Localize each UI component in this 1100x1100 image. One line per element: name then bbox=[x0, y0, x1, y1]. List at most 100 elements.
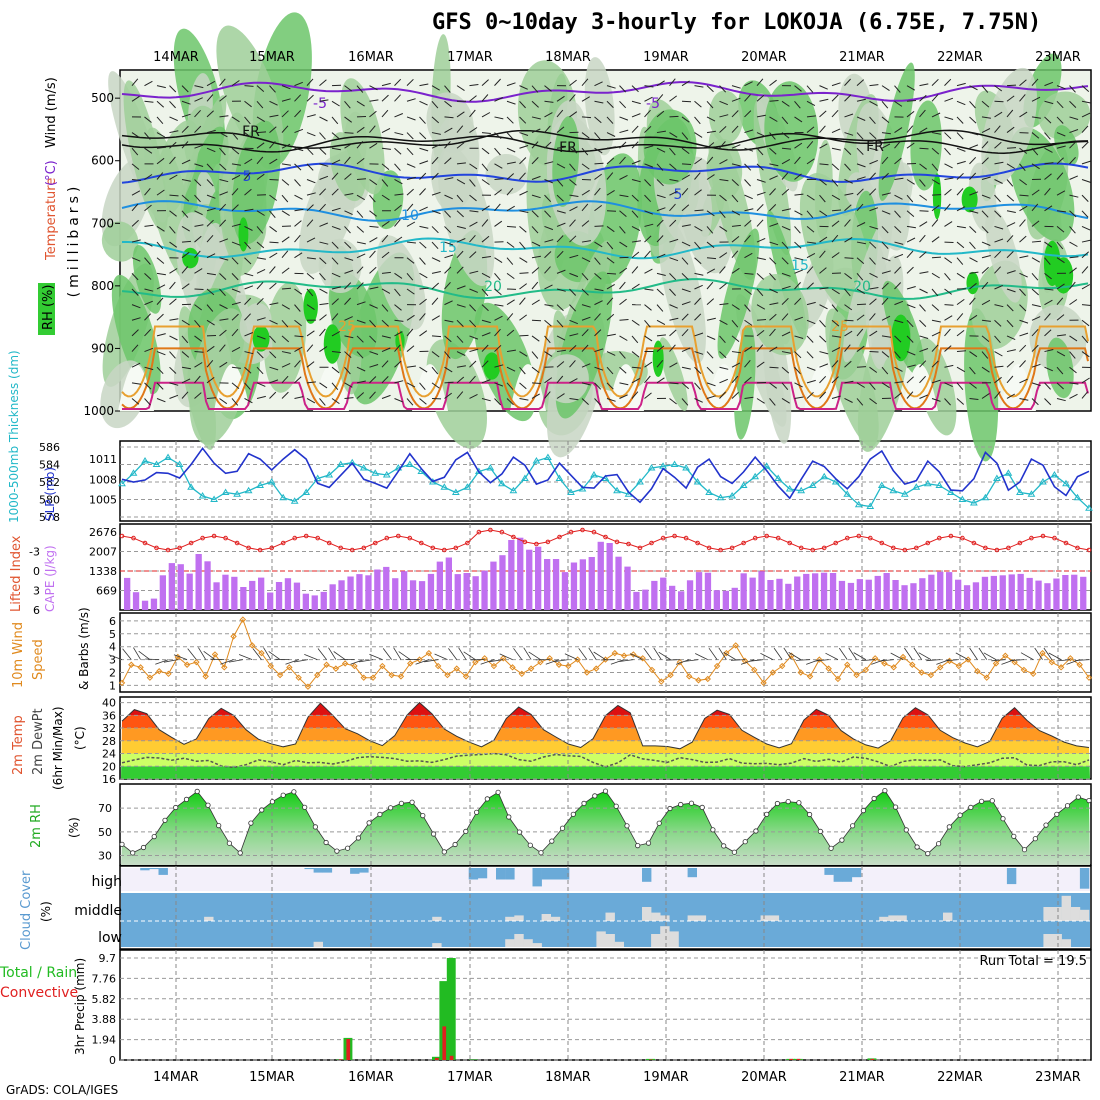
wind-barb bbox=[194, 85, 204, 89]
wind-barb bbox=[556, 304, 564, 312]
pressure-tick: 800 bbox=[91, 279, 114, 293]
cape-bar bbox=[329, 584, 336, 610]
wind-barb bbox=[794, 226, 801, 234]
wind-barb bbox=[644, 235, 652, 243]
precip-total-bar bbox=[439, 981, 449, 1060]
wind-barb bbox=[1044, 81, 1054, 87]
wind-barb bbox=[469, 360, 477, 368]
li-point bbox=[649, 540, 654, 546]
wind-barb bbox=[781, 272, 791, 277]
wind-barb bbox=[1081, 85, 1090, 92]
wind-barb bbox=[706, 268, 716, 274]
wind-barb bbox=[419, 241, 427, 249]
wind-barb bbox=[456, 285, 466, 290]
low-cloud-gap bbox=[505, 939, 515, 947]
wind-barb bbox=[831, 288, 840, 295]
wind-barb bbox=[856, 188, 864, 196]
wind-barb bbox=[681, 347, 691, 353]
wind-barb bbox=[669, 272, 677, 281]
panel-frame bbox=[119, 523, 1092, 611]
wind-barb bbox=[356, 85, 364, 93]
wind-barb bbox=[981, 210, 989, 218]
wind-barb bbox=[594, 288, 604, 292]
wind-barb bbox=[731, 224, 741, 227]
cape-bar bbox=[633, 591, 640, 610]
thickness-point bbox=[613, 486, 621, 494]
wind-barb bbox=[333, 651, 346, 660]
contour-label: -5 bbox=[313, 96, 327, 112]
contour-label: 20 bbox=[853, 279, 871, 295]
wind-barb bbox=[718, 647, 727, 660]
wind-barb bbox=[294, 220, 302, 227]
wind-barb bbox=[756, 179, 766, 183]
wind-barb bbox=[606, 272, 617, 275]
wind-barb bbox=[569, 319, 578, 325]
low-cloud-gap bbox=[514, 934, 524, 947]
wind-barb bbox=[281, 210, 290, 217]
rh-point bbox=[731, 849, 738, 855]
cape-bar bbox=[722, 590, 729, 610]
wind-barb bbox=[1056, 100, 1064, 109]
thickness-point bbox=[785, 485, 794, 492]
wind-barb bbox=[706, 85, 714, 93]
wind-barb bbox=[256, 226, 264, 234]
wind-barb bbox=[256, 173, 265, 180]
wind-barb bbox=[381, 347, 391, 353]
wind-barb bbox=[458, 647, 467, 660]
wind-barb bbox=[281, 335, 290, 343]
wind-speed-point bbox=[416, 656, 423, 663]
wind-barb bbox=[981, 241, 991, 246]
wind-barb bbox=[369, 319, 376, 328]
date-label-bottom: 14MAR bbox=[153, 1070, 199, 1085]
wind-barb bbox=[444, 335, 452, 343]
wind-barb bbox=[419, 398, 427, 405]
high-cloud-bar bbox=[158, 868, 168, 875]
wind-barb bbox=[169, 335, 178, 341]
wind-speed-point bbox=[685, 673, 693, 680]
wind-barb bbox=[181, 378, 191, 384]
wind-barb bbox=[381, 319, 389, 327]
wind-barb bbox=[794, 142, 803, 149]
rh2m-unit-label: (%) bbox=[67, 817, 81, 838]
wind-barb bbox=[906, 210, 915, 217]
wind-barb bbox=[994, 284, 1003, 290]
cape-bar bbox=[588, 557, 595, 610]
wind-barb bbox=[806, 140, 814, 149]
wind-barb bbox=[306, 94, 314, 102]
wind-barb bbox=[869, 366, 878, 373]
wind-barb bbox=[494, 382, 504, 387]
wind-barb bbox=[831, 335, 841, 338]
wind-barb bbox=[919, 147, 929, 150]
thickness-point bbox=[889, 486, 898, 494]
wind-barb bbox=[594, 382, 602, 390]
date-label-top: 16MAR bbox=[348, 50, 394, 65]
wind-barb bbox=[681, 187, 689, 196]
thickness-point bbox=[1050, 471, 1059, 478]
wind-barb bbox=[731, 125, 739, 133]
wind-barb bbox=[556, 375, 564, 384]
wind-speed-point bbox=[453, 665, 460, 672]
wind-barb bbox=[169, 241, 178, 248]
wind-barb bbox=[731, 163, 741, 167]
wind-barb bbox=[569, 288, 577, 296]
wind-barb bbox=[519, 226, 527, 233]
wind-barb bbox=[1031, 273, 1039, 281]
rh-point bbox=[721, 843, 727, 849]
rh-shade-high bbox=[303, 288, 318, 324]
wind-barb bbox=[419, 100, 428, 106]
wind-axis-text: 10m Wind bbox=[11, 622, 26, 688]
wind-barb bbox=[844, 288, 851, 297]
wind-barb bbox=[1006, 95, 1015, 102]
temp-band bbox=[121, 715, 1090, 729]
wind-barb bbox=[194, 288, 204, 290]
wind-barb bbox=[944, 116, 954, 120]
wind-barb bbox=[694, 313, 702, 321]
wind-barb bbox=[531, 299, 540, 306]
cape-bar bbox=[338, 580, 345, 610]
wind-barb bbox=[294, 304, 301, 312]
wind-barb bbox=[906, 391, 914, 399]
wind-barb bbox=[531, 141, 539, 149]
wind-barb bbox=[806, 659, 820, 665]
wind-barb bbox=[194, 304, 202, 311]
wind-speed-point bbox=[258, 649, 265, 657]
